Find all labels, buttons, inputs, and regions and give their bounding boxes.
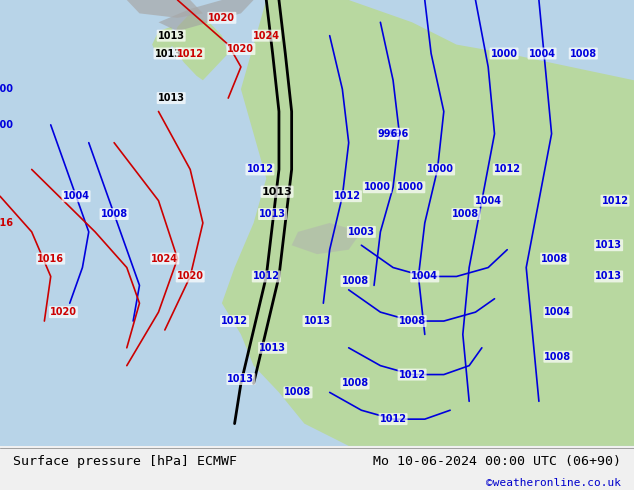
Text: 1008: 1008 <box>399 316 425 326</box>
Text: 1012: 1012 <box>602 196 628 206</box>
Text: 1013: 1013 <box>304 316 330 326</box>
Text: 1013: 1013 <box>228 374 254 384</box>
Text: Surface pressure [hPa] ECMWF: Surface pressure [hPa] ECMWF <box>13 455 236 468</box>
Text: 1000: 1000 <box>491 49 517 58</box>
Text: 1003: 1003 <box>348 227 375 237</box>
Text: 1020: 1020 <box>209 13 235 23</box>
Text: 1013: 1013 <box>259 209 286 219</box>
Text: 1012: 1012 <box>494 165 521 174</box>
Text: 1004: 1004 <box>63 191 89 201</box>
Text: 1004: 1004 <box>411 271 438 281</box>
Text: 1000: 1000 <box>427 165 454 174</box>
Text: 1016: 1016 <box>37 254 64 264</box>
Text: 1012: 1012 <box>247 165 273 174</box>
Text: 1008: 1008 <box>570 49 597 58</box>
Polygon shape <box>152 27 178 58</box>
Text: 1013: 1013 <box>155 49 181 58</box>
Text: 1013: 1013 <box>595 271 622 281</box>
Text: Mo 10-06-2024 00:00 UTC (06+90): Mo 10-06-2024 00:00 UTC (06+90) <box>373 455 621 468</box>
Text: 1013: 1013 <box>158 31 184 41</box>
Polygon shape <box>222 0 634 446</box>
Text: 1020: 1020 <box>50 307 77 317</box>
Text: 1000: 1000 <box>0 120 15 130</box>
Polygon shape <box>304 0 380 98</box>
Text: 1016: 1016 <box>0 218 15 228</box>
Text: 1000: 1000 <box>0 84 15 94</box>
Text: 1012: 1012 <box>221 316 248 326</box>
Text: 1024: 1024 <box>253 31 280 41</box>
Text: 1020: 1020 <box>228 44 254 54</box>
Text: 996: 996 <box>388 129 408 139</box>
Text: ©weatheronline.co.uk: ©weatheronline.co.uk <box>486 478 621 489</box>
Text: 1008: 1008 <box>453 209 479 219</box>
Text: 1012: 1012 <box>177 49 204 58</box>
Text: 1004: 1004 <box>475 196 501 206</box>
Text: 1012: 1012 <box>380 414 406 424</box>
Polygon shape <box>171 13 228 80</box>
Text: 1004: 1004 <box>529 49 555 58</box>
Polygon shape <box>158 0 254 31</box>
Text: 1008: 1008 <box>541 254 568 264</box>
Text: 1008: 1008 <box>101 209 127 219</box>
Text: 1012: 1012 <box>399 369 425 380</box>
Text: 1012: 1012 <box>334 191 361 201</box>
Text: 1004: 1004 <box>545 307 571 317</box>
Text: 1013: 1013 <box>262 187 292 197</box>
Text: 1008: 1008 <box>545 352 571 362</box>
Polygon shape <box>292 223 361 254</box>
Text: 1000: 1000 <box>364 182 391 192</box>
Text: 1024: 1024 <box>152 254 178 264</box>
Text: 1020: 1020 <box>177 271 204 281</box>
Polygon shape <box>127 0 203 18</box>
Text: 1008: 1008 <box>342 276 368 286</box>
Text: 1008: 1008 <box>285 388 311 397</box>
Text: 1008: 1008 <box>342 378 368 389</box>
Text: 1000: 1000 <box>398 182 424 192</box>
Text: 1013: 1013 <box>595 240 622 250</box>
Text: 1013: 1013 <box>259 343 286 353</box>
Text: 1013: 1013 <box>158 93 184 103</box>
Text: 1012: 1012 <box>253 271 280 281</box>
Text: 996: 996 <box>378 129 398 139</box>
